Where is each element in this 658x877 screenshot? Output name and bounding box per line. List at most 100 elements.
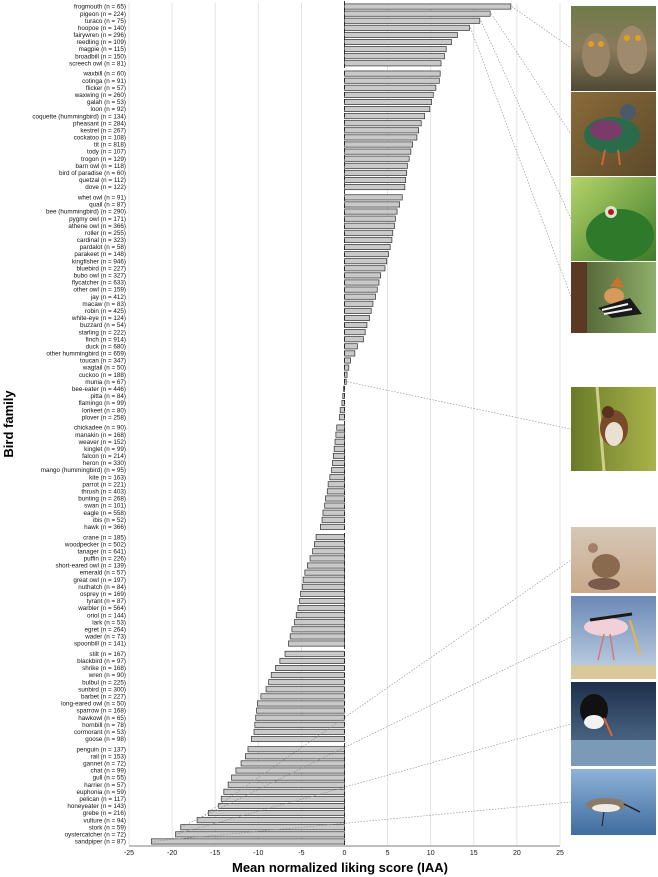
bar [268, 679, 345, 686]
category-label: white-eye (n = 124) [71, 315, 126, 322]
category-label: tit (n = 818) [94, 142, 126, 149]
category-label: toucan (n = 347) [80, 358, 126, 365]
category-label: pardalot (n = 58) [80, 244, 126, 251]
bar [344, 357, 351, 364]
x-tick-label: -5 [298, 850, 304, 857]
category-label: ibis (n = 52) [93, 517, 126, 524]
category-label: loon (n = 92) [90, 106, 126, 113]
bar [251, 735, 345, 742]
category-label: puffin (n = 226) [84, 556, 126, 563]
bar [344, 258, 388, 265]
category-label: dove (n = 122) [85, 184, 126, 191]
category-label: bee-eater (n = 446) [72, 386, 126, 393]
bar [344, 53, 445, 60]
bar [207, 810, 345, 817]
x-tick-label: 10 [427, 850, 435, 857]
x-tick-label: 0 [343, 850, 347, 857]
bar [344, 286, 378, 293]
category-label: hawkowl (n = 65) [78, 715, 126, 722]
category-label: cormorant (n = 53) [74, 729, 126, 736]
bar [344, 293, 376, 300]
category-label: honeyeater (n = 143) [67, 803, 126, 810]
bar [275, 665, 345, 671]
bar [344, 39, 452, 45]
bar [333, 445, 345, 452]
bar [344, 134, 418, 141]
bar [175, 831, 345, 838]
category-label: woodpecker (n = 502) [64, 541, 126, 548]
category-label: sandpiper (n = 87) [75, 839, 126, 846]
category-label: oystercatcher (n = 72) [65, 831, 126, 838]
category-label: starling (n = 222) [79, 329, 126, 336]
bar [335, 431, 345, 438]
category-label: bulbul (n = 225) [82, 679, 126, 686]
bar [344, 106, 431, 113]
bar [344, 31, 458, 38]
category-label: pheasant (n = 284) [73, 120, 126, 127]
category-label: munia (n = 67) [85, 379, 126, 386]
category-label: parrot (n = 221) [82, 481, 126, 488]
bar [332, 460, 345, 466]
bar [307, 562, 345, 569]
bar [325, 495, 345, 502]
category-label: bubo owl (n = 327) [74, 273, 126, 280]
category-label: cuckoo (n = 188) [79, 372, 126, 379]
category-label: long-eared owl (n = 50) [61, 701, 126, 708]
bar [344, 10, 491, 17]
bar [253, 728, 345, 735]
bar [255, 714, 345, 721]
category-label: other owl (n = 159) [73, 287, 126, 294]
bar [326, 488, 345, 495]
x-tick-label: 20 [513, 850, 521, 857]
bar [344, 322, 368, 329]
category-label: kingfisher (n = 946) [72, 258, 126, 265]
bars [151, 3, 512, 845]
category-label: nuthatch (n = 84) [78, 584, 126, 591]
category-label: hornbill (n = 78) [82, 722, 126, 729]
category-label: bluebird (n = 227) [76, 265, 126, 272]
x-tick-label: -10 [253, 850, 263, 857]
category-label: sparrow (n = 168) [76, 708, 126, 715]
bar [344, 279, 380, 286]
category-label: roller (n = 255) [85, 230, 126, 237]
bar [344, 222, 395, 229]
category-label: galah (n = 53) [87, 99, 126, 106]
category-label: lark (n = 53) [92, 619, 126, 626]
category-label: goose (n = 98) [85, 736, 126, 743]
photo-hoopoe [571, 262, 656, 333]
bar [334, 438, 345, 445]
category-label: bee (hummingbird) (n = 290) [46, 209, 126, 216]
category-label: broadbill (n = 150) [75, 53, 126, 60]
category-label: flamingo (n = 99) [79, 400, 126, 407]
category-label: cardinal (n = 323) [77, 237, 126, 244]
category-label: flicker (n = 57) [86, 85, 126, 92]
bar [344, 229, 394, 236]
bar [289, 633, 345, 640]
photo-sandpiper [571, 769, 656, 835]
category-label: crane (n = 185) [83, 534, 126, 541]
bar [344, 194, 403, 201]
bar [288, 640, 345, 647]
category-label: tyrant (n = 87) [87, 598, 126, 605]
category-label: barn owl (n = 118) [76, 163, 126, 170]
photo-pigeon [571, 92, 656, 176]
category-label: kite (n = 163) [89, 474, 126, 481]
leader-line [151, 801, 572, 842]
category-label: thrush (n = 403) [81, 489, 126, 496]
bar [344, 177, 407, 183]
bar [299, 598, 345, 604]
category-label: kinglet (n = 99) [84, 446, 126, 453]
photo-turaco [571, 177, 656, 261]
bar [312, 548, 345, 555]
bar [344, 17, 481, 24]
bar [344, 127, 419, 134]
leader-line [511, 6, 572, 49]
category-label: lorikeet (n = 80) [82, 407, 126, 414]
bar [344, 148, 412, 155]
bar [257, 700, 345, 707]
category-label: waxwing (n = 260) [74, 92, 126, 99]
bar [320, 523, 345, 530]
category-label: pelican (n = 117) [79, 796, 126, 803]
category-label: rail (n = 153) [90, 753, 126, 760]
bar [309, 555, 345, 562]
